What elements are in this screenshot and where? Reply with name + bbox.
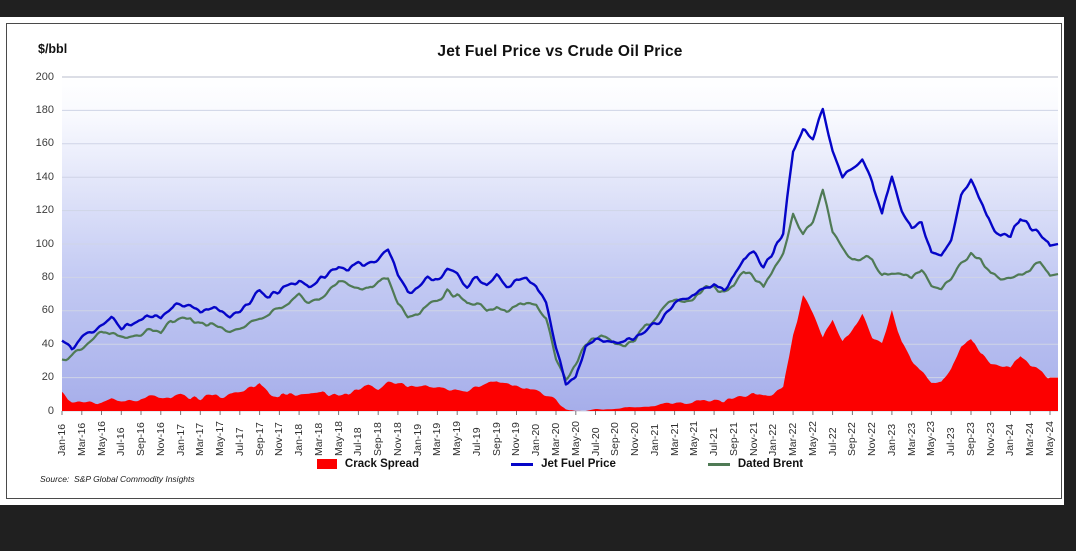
y-tick-label: 180 (35, 103, 54, 116)
x-tick-label: May-19 (451, 420, 464, 456)
chart-title: Jet Fuel Price vs Crude Oil Price (437, 43, 683, 60)
legend-label-dated-brent: Dated Brent (737, 458, 804, 470)
x-tick-label: Mar-23 (905, 422, 918, 456)
x-tick-label: Sep-23 (964, 422, 977, 456)
x-tick-label: Jul-19 (470, 427, 483, 456)
x-tick-label: Sep-20 (609, 422, 622, 456)
legend-item-jet-fuel-price: Jet Fuel Price (511, 458, 616, 470)
x-tick-label: Mar-22 (787, 422, 800, 456)
x-tick-label: Jul-21 (708, 427, 721, 456)
y-tick-label: 160 (35, 137, 54, 150)
x-tick-label: Jul-23 (945, 427, 958, 456)
y-tick-label: 120 (35, 204, 54, 217)
jet-fuel-line-swatch-icon (511, 462, 534, 466)
x-tick-label: Mar-16 (75, 422, 88, 456)
x-tick-label: Sep-17 (253, 422, 266, 456)
x-tick-label: May-23 (925, 420, 938, 456)
x-tick-label: Jan-19 (411, 423, 424, 456)
y-tick-label: 40 (41, 337, 54, 350)
crack-spread-swatch-icon (316, 459, 337, 469)
x-tick-label: Jan-20 (530, 423, 543, 456)
dark-frame-right (1064, 0, 1076, 551)
x-tick-label: Nov-22 (866, 422, 879, 456)
x-tick-label: Jan-22 (767, 423, 780, 456)
x-tick-label: May-24 (1044, 420, 1056, 456)
x-tick-label: Mar-19 (431, 422, 444, 456)
y-tick-label: 20 (41, 371, 54, 384)
y-tick-label: 0 (47, 404, 54, 417)
plot-area (61, 76, 1059, 422)
x-tick-label: Nov-20 (629, 422, 642, 456)
x-tick-label: Jan-18 (293, 423, 306, 456)
x-tick-label: Jan-23 (885, 423, 898, 456)
x-tick-label: Jul-17 (233, 427, 246, 456)
x-tick-label: Mar-17 (194, 422, 207, 456)
dark-frame-top (0, 0, 1076, 17)
y-tick-label: 60 (41, 304, 54, 317)
x-tick-label: May-17 (214, 420, 227, 456)
x-tick-label: May-16 (95, 420, 108, 456)
x-tick-label: Sep-19 (490, 422, 503, 456)
y-tick-label: 80 (41, 270, 54, 283)
x-tick-label: Jan-21 (648, 423, 661, 456)
x-tick-label: May-22 (806, 420, 819, 456)
x-tick-label: Nov-18 (391, 422, 404, 456)
x-tick-label: May-18 (332, 420, 345, 456)
x-tick-label: Jul-18 (352, 427, 365, 456)
legend-item-crack-spread: Crack Spread (316, 458, 420, 470)
x-tick-label: Nov-21 (747, 422, 760, 456)
x-tick-label: Nov-17 (273, 422, 286, 456)
x-tick-label: Jul-16 (115, 427, 128, 456)
y-tick-label: 200 (35, 70, 54, 83)
x-tick-label: Sep-16 (135, 422, 148, 456)
x-tick-label: Jan-17 (174, 423, 187, 456)
y-tick-label: 100 (35, 237, 54, 250)
x-tick-label: Nov-23 (984, 422, 997, 456)
legend-label-crack-spread: Crack Spread (344, 458, 420, 470)
x-tick-label: Sep-22 (846, 422, 859, 456)
x-tick-label: Mar-20 (550, 422, 562, 456)
dated-brent-line-swatch-icon (707, 462, 730, 466)
x-tick-label: Nov-19 (510, 422, 523, 456)
x-tick-label: Jan-24 (1004, 423, 1017, 456)
x-tick-label: Sep-18 (372, 422, 385, 456)
x-tick-label: Mar-21 (668, 422, 681, 456)
x-tick-label: Nov-16 (154, 422, 167, 456)
source-attribution: Source: S&P Global Commodity Insights (40, 474, 195, 484)
legend: Crack Spread Jet Fuel Price Dated Brent (62, 455, 1058, 473)
x-tick-label: May-21 (688, 420, 701, 456)
y-axis-unit-label: $/bbl (38, 42, 68, 56)
x-tick-label: Jul-22 (826, 427, 839, 456)
x-tick-label: May-20 (569, 420, 582, 456)
legend-label-jet-fuel-price: Jet Fuel Price (541, 458, 616, 470)
legend-item-dated-brent: Dated Brent (707, 458, 804, 470)
x-tick-label: Jan-16 (56, 423, 68, 456)
x-tick-label: Mar-24 (1024, 422, 1037, 456)
y-tick-label: 140 (35, 170, 54, 183)
x-tick-label: Jul-20 (589, 427, 602, 456)
dark-frame-bottom (0, 505, 1076, 551)
x-tick-label: Mar-18 (312, 422, 325, 456)
x-tick-label: Sep-21 (727, 422, 740, 456)
